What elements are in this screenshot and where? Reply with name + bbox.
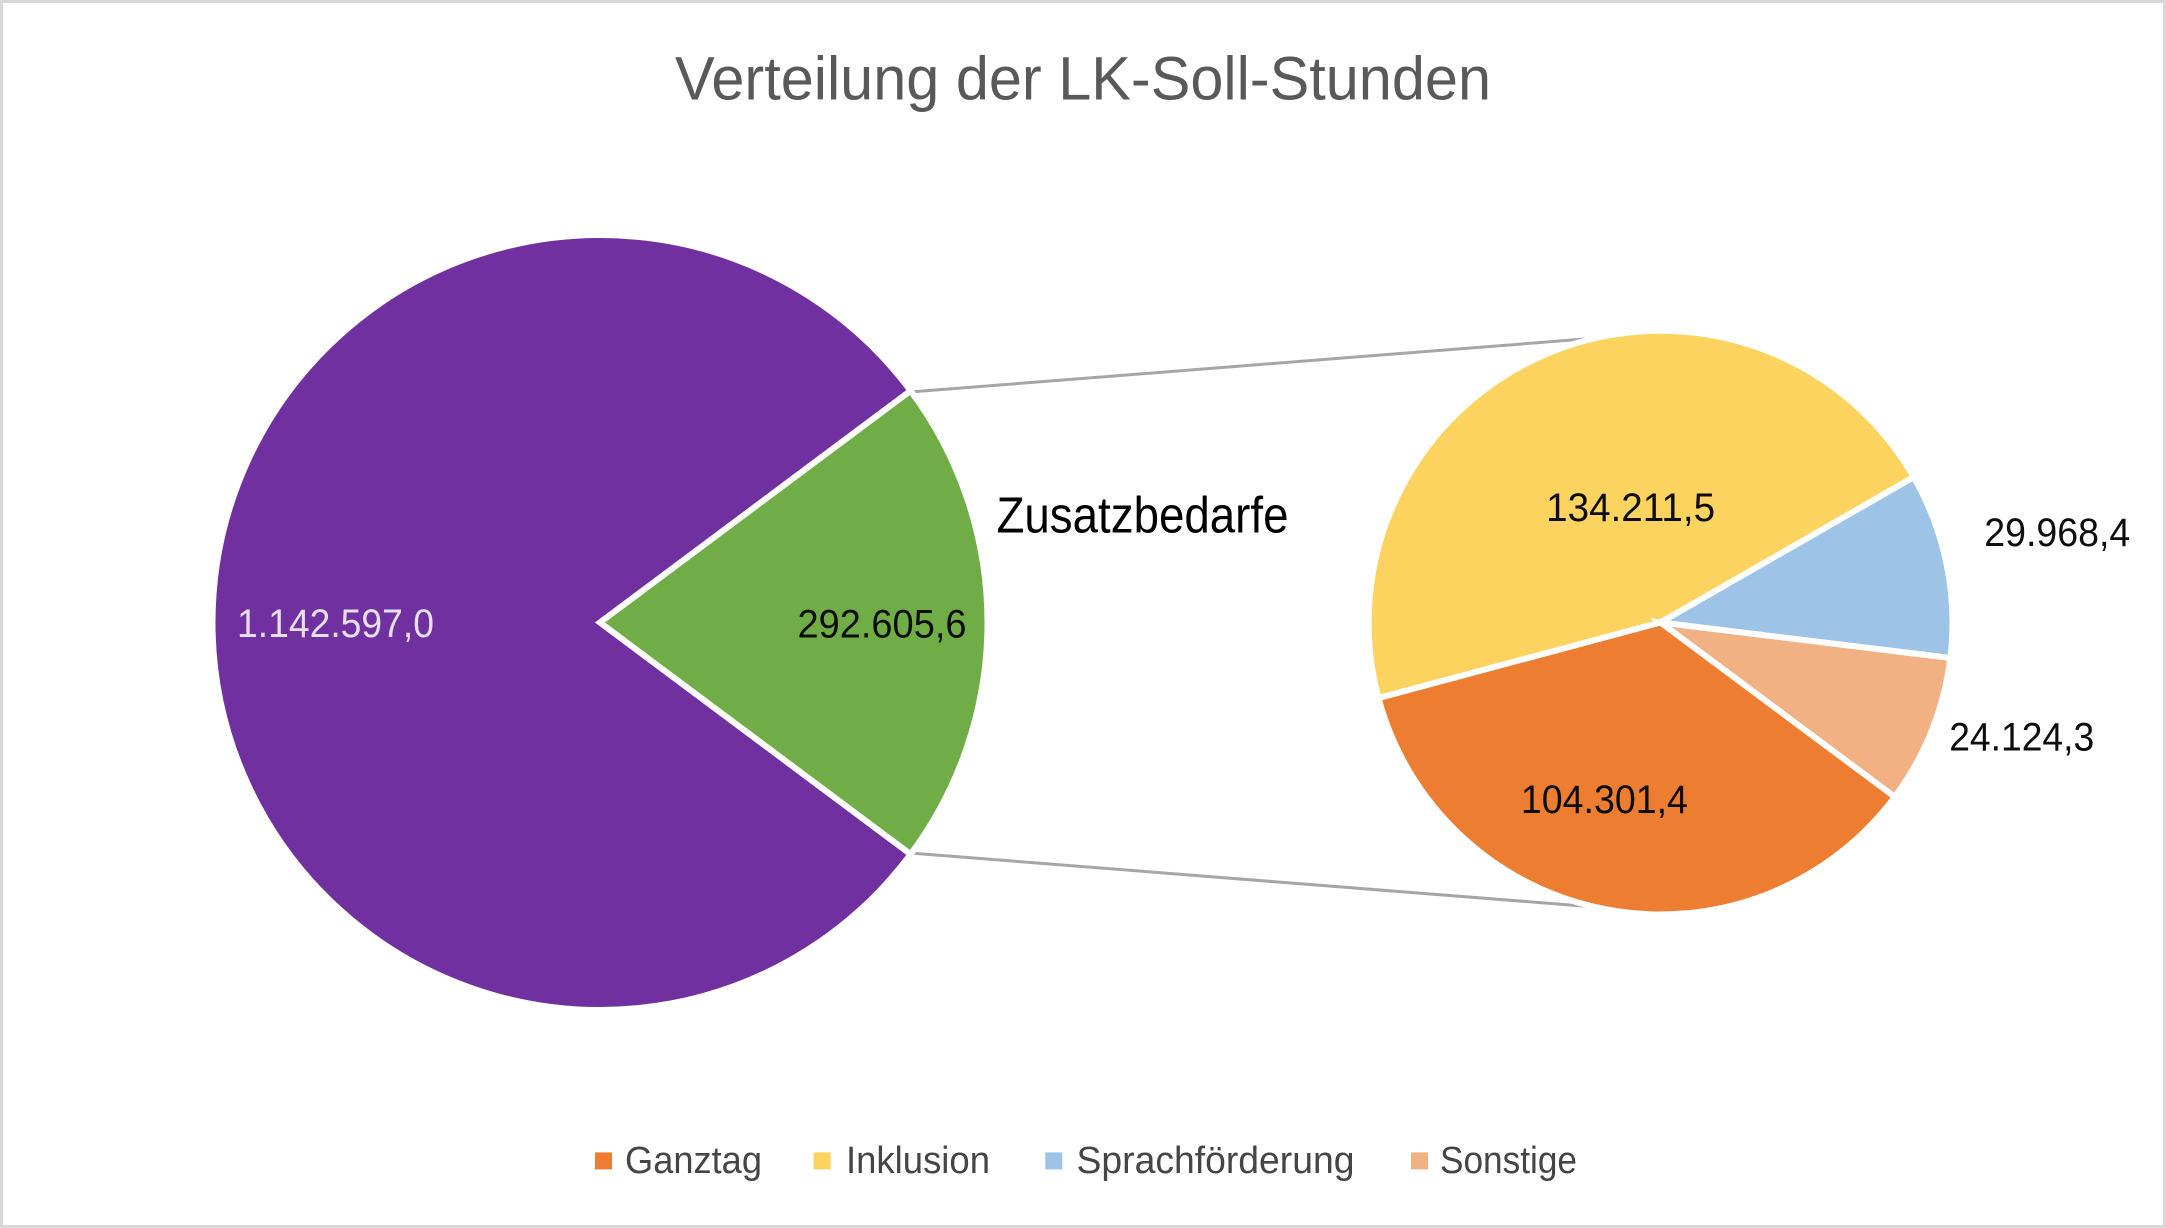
svg-text:104.301,4: 104.301,4: [1521, 778, 1688, 822]
svg-text:Sonstige: Sonstige: [1440, 1140, 1577, 1182]
svg-text:134.211,5: 134.211,5: [1546, 486, 1715, 530]
svg-text:Inklusion: Inklusion: [846, 1140, 990, 1182]
svg-text:Ganztag: Ganztag: [625, 1140, 762, 1182]
svg-text:Zusatzbedarfe: Zusatzbedarfe: [997, 487, 1289, 544]
svg-text:Verteilung der LK-Soll-Stunden: Verteilung der LK-Soll-Stunden: [675, 45, 1491, 113]
svg-text:29.968,4: 29.968,4: [1984, 511, 2130, 555]
svg-text:1.142.597,0: 1.142.597,0: [237, 602, 434, 646]
svg-text:Sprachförderung: Sprachförderung: [1077, 1140, 1355, 1182]
svg-text:24.124,3: 24.124,3: [1949, 716, 2094, 760]
svg-text:292.605,6: 292.605,6: [798, 603, 967, 647]
